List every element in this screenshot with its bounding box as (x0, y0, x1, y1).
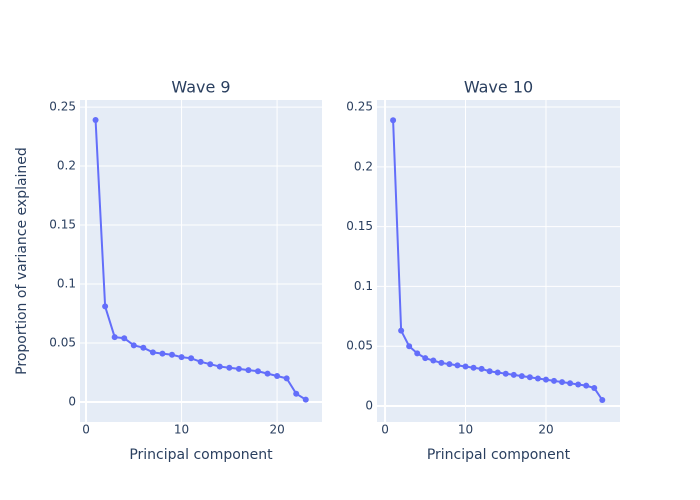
y-tick-label: 0.2 (57, 159, 76, 173)
marker (92, 117, 99, 124)
marker (567, 380, 574, 387)
y-axis-title: Proportion of variance explained (14, 147, 30, 375)
y-tick-label: 0.1 (57, 277, 76, 291)
marker (207, 361, 214, 368)
marker (149, 349, 156, 356)
y-tick-label: 0.1 (354, 279, 373, 293)
y-tick-label: 0.05 (49, 335, 76, 349)
marker (526, 374, 533, 381)
marker (235, 365, 242, 372)
marker (140, 344, 147, 351)
marker (430, 357, 437, 364)
x-axis-title: Principal component (427, 447, 571, 463)
x-tick-label: 20 (538, 423, 553, 437)
marker (446, 361, 453, 368)
marker (283, 375, 290, 382)
marker (406, 343, 413, 350)
x-tick-label: 10 (174, 423, 189, 437)
marker (197, 358, 204, 365)
marker (216, 363, 223, 370)
marker (422, 355, 429, 362)
marker (575, 381, 582, 388)
marker (494, 369, 501, 376)
y-tick-label: 0.2 (354, 159, 373, 173)
marker (130, 342, 137, 349)
plot-area (80, 100, 322, 422)
marker (470, 364, 477, 371)
marker (478, 365, 485, 372)
y-tick-label: 0.25 (49, 100, 76, 114)
marker (226, 364, 233, 371)
marker (188, 355, 195, 362)
marker (454, 362, 461, 369)
subplot-title: Wave 9 (171, 78, 230, 97)
marker (486, 368, 493, 375)
marker (510, 371, 517, 378)
x-axis-title: Principal component (129, 447, 273, 463)
marker (302, 396, 309, 403)
marker (591, 385, 598, 392)
marker (111, 334, 118, 341)
x-tick-label: 10 (458, 423, 473, 437)
marker (542, 376, 549, 383)
marker (245, 367, 252, 374)
marker (414, 350, 421, 357)
subplot-title: Wave 10 (464, 78, 533, 97)
marker (169, 351, 176, 358)
marker (102, 303, 109, 310)
y-tick-label: 0.15 (346, 219, 373, 233)
y-tick-label: 0.05 (346, 339, 373, 353)
marker (462, 363, 469, 370)
y-tick-label: 0.15 (49, 218, 76, 232)
marker (583, 382, 590, 389)
marker (178, 354, 185, 361)
x-tick-label: 20 (269, 423, 284, 437)
marker (398, 327, 405, 334)
x-tick-label: 0 (381, 423, 389, 437)
marker (274, 373, 281, 379)
marker (502, 370, 509, 377)
marker (390, 117, 397, 124)
y-tick-label: 0 (68, 394, 76, 408)
x-tick-label: 0 (82, 423, 90, 437)
marker (534, 375, 541, 382)
marker (264, 370, 271, 377)
marker (559, 379, 566, 386)
marker (551, 377, 558, 384)
marker (438, 359, 445, 366)
marker (159, 350, 166, 357)
y-tick-label: 0 (365, 398, 373, 412)
marker (599, 396, 606, 403)
marker (293, 390, 300, 397)
marker (254, 368, 261, 375)
marker (518, 373, 525, 380)
plot-area (377, 100, 620, 422)
marker (121, 335, 128, 342)
y-tick-label: 0.25 (346, 100, 373, 114)
